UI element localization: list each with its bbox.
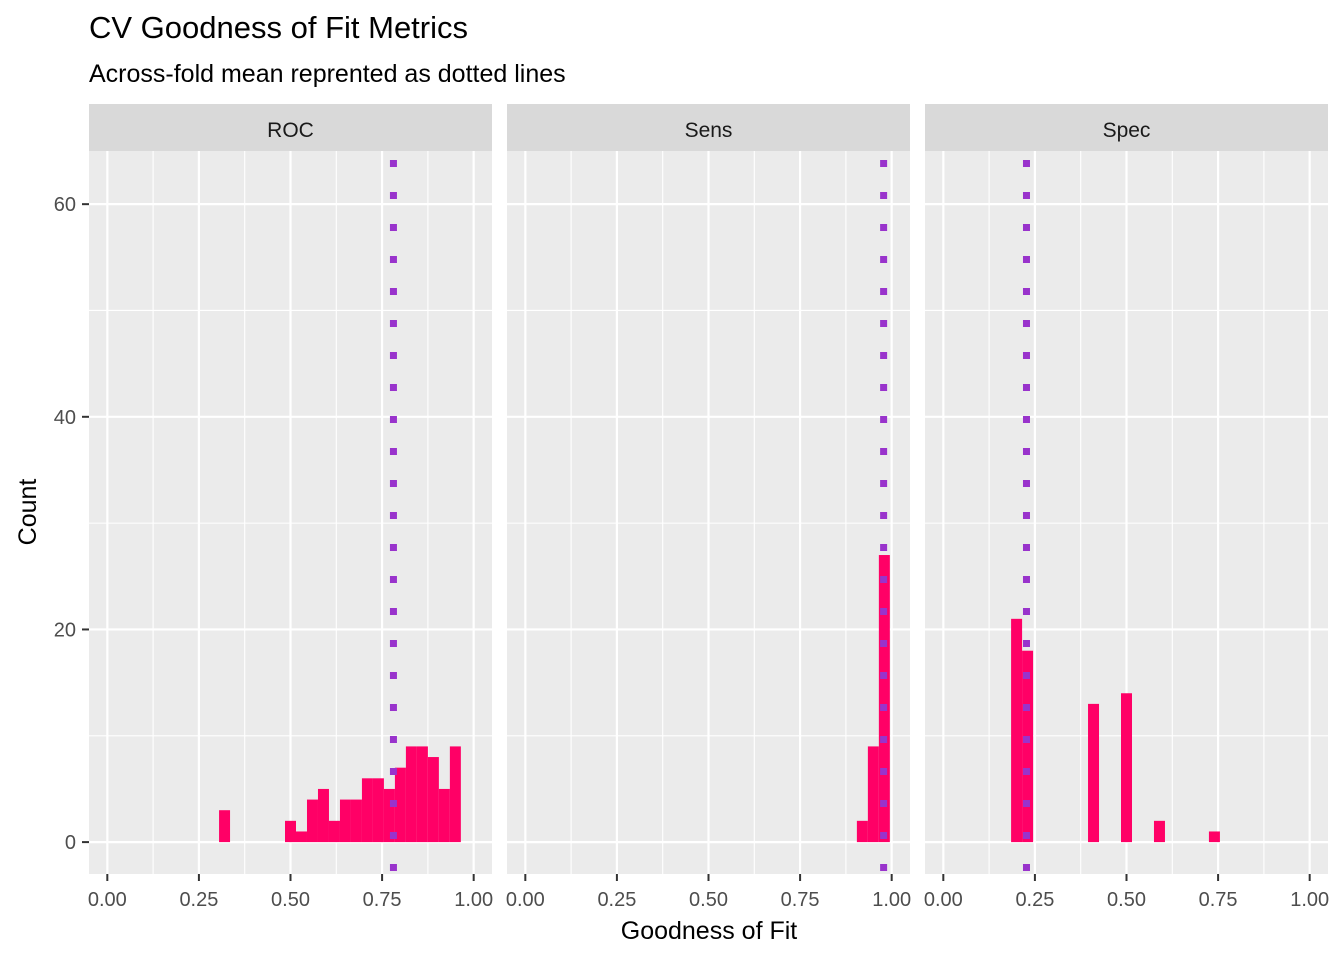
histogram-bar [438, 788, 450, 843]
x-tick-label: 0.50 [689, 889, 728, 911]
histogram-bar [856, 820, 868, 843]
histogram-bar [427, 757, 439, 843]
y-axis-label: Count [14, 479, 42, 546]
histogram-bar [1121, 693, 1132, 843]
histogram-bar [295, 831, 307, 843]
facet-strip [89, 104, 492, 151]
facet-strip [507, 104, 910, 151]
panels-layer: ROC 0.00 0.25 0.50 0.75 1.00 Sens 0.00 0.25 0.50 0… [88, 104, 1329, 911]
histogram-bar [416, 746, 428, 843]
histogram-bar [317, 788, 329, 843]
facet-panel-roc: ROC 0.00 0.25 0.50 0.75 1.00 [88, 104, 493, 911]
x-axis-label: Goodness of Fit [621, 917, 798, 945]
y-tick-label: 20 [54, 619, 76, 641]
histogram-bar [350, 799, 362, 843]
facet-strip-label: Spec [1103, 119, 1151, 142]
y-tick-label: 0 [65, 832, 76, 854]
x-tick-label: 0.75 [1199, 889, 1238, 911]
chart-title: CV Goodness of Fit Metrics [89, 10, 469, 45]
histogram-bar [1208, 831, 1220, 843]
facet-panel-spec: Spec 0.00 0.25 0.50 0.75 1.00 [924, 104, 1329, 911]
histogram-bar [372, 778, 384, 843]
y-tick-label: 40 [54, 407, 76, 429]
facet-strip [925, 104, 1328, 151]
chart-subtitle: Across-fold mean reprented as dotted lin… [89, 60, 566, 88]
histogram-bar [867, 746, 879, 843]
x-tick-label: 1.00 [872, 889, 911, 911]
x-tick-label: 0.50 [271, 889, 310, 911]
x-tick-label: 0.75 [363, 889, 402, 911]
x-tick-label: 1.00 [1290, 889, 1329, 911]
histogram-bar [449, 746, 461, 843]
x-tick-label: 0.25 [1015, 889, 1054, 911]
histogram-bar [878, 555, 890, 843]
histogram-bar [1011, 618, 1023, 843]
histogram-bar [405, 746, 417, 843]
x-tick-label: 0.75 [781, 889, 820, 911]
histogram-bar [394, 767, 406, 843]
histogram-bar [328, 820, 340, 843]
histogram-bar [219, 810, 231, 843]
histogram-bar [285, 820, 296, 843]
x-tick-label: 0.50 [1107, 889, 1146, 911]
histogram-bar [306, 799, 318, 843]
y-tick-label: 60 [54, 194, 76, 216]
facet-strip-label: ROC [267, 119, 314, 142]
x-tick-label: 1.00 [454, 889, 493, 911]
x-tick-label: 0.00 [506, 889, 545, 911]
facet-strip-label: Sens [685, 119, 733, 142]
x-tick-label: 0.00 [924, 889, 963, 911]
histogram-bar [1088, 703, 1100, 843]
histogram-bar [339, 799, 351, 843]
histogram-bar [1022, 650, 1034, 843]
histogram-bar [361, 778, 373, 843]
x-tick-label: 0.25 [597, 889, 636, 911]
facet-panel-sens: Sens 0.00 0.25 0.50 0.75 1.00 [506, 104, 911, 911]
y-axis: 0 20 40 60 [54, 194, 89, 854]
x-tick-label: 0.00 [88, 889, 127, 911]
x-tick-label: 0.25 [179, 889, 218, 911]
histogram-bar [383, 788, 395, 843]
histogram-bar [1153, 820, 1165, 843]
